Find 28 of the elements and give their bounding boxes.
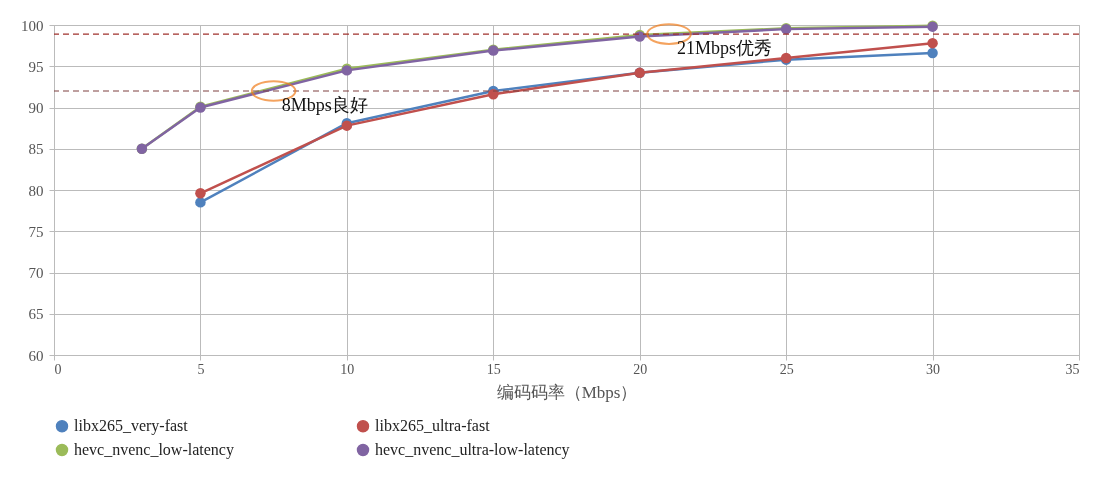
y-tick-label: 100 <box>21 17 44 34</box>
x-tick-label: 10 <box>340 361 355 377</box>
y-tick-label: 90 <box>28 100 44 116</box>
x-tick-label: 0 <box>54 361 62 377</box>
point <box>195 197 206 208</box>
x-tick-label: 30 <box>926 361 941 377</box>
x-tick-label: 15 <box>486 361 501 377</box>
point <box>195 188 206 199</box>
y-tick-label: 60 <box>28 347 44 364</box>
x-axis-title: 编码码率（Mbps） <box>496 382 638 402</box>
x-tick-label: 20 <box>633 361 648 377</box>
y-tick-label: 80 <box>28 182 44 199</box>
y-tick-label: 75 <box>28 223 44 240</box>
legend-label: hevc_nvenc_ultra-low-latency <box>375 441 570 459</box>
legend-label: hevc_nvenc_low-latency <box>74 441 234 459</box>
legend-label: libx265_very-fast <box>74 417 189 436</box>
y-tick-label: 85 <box>28 141 44 158</box>
x-tick-label: 25 <box>779 361 794 377</box>
point <box>927 47 938 59</box>
point <box>927 37 938 49</box>
y-tick-label: 95 <box>28 58 44 75</box>
y-tick-label: 65 <box>28 306 44 323</box>
x-tick-label: 5 <box>197 361 205 377</box>
x-tick-label: 35 <box>1065 361 1080 377</box>
annotation: 8Mbps良好 <box>281 95 368 115</box>
legend-label: libx265_ultra-fast <box>375 417 491 435</box>
y-tick-label: 70 <box>28 265 44 281</box>
annotation: 21Mbps优秀 <box>677 38 773 59</box>
